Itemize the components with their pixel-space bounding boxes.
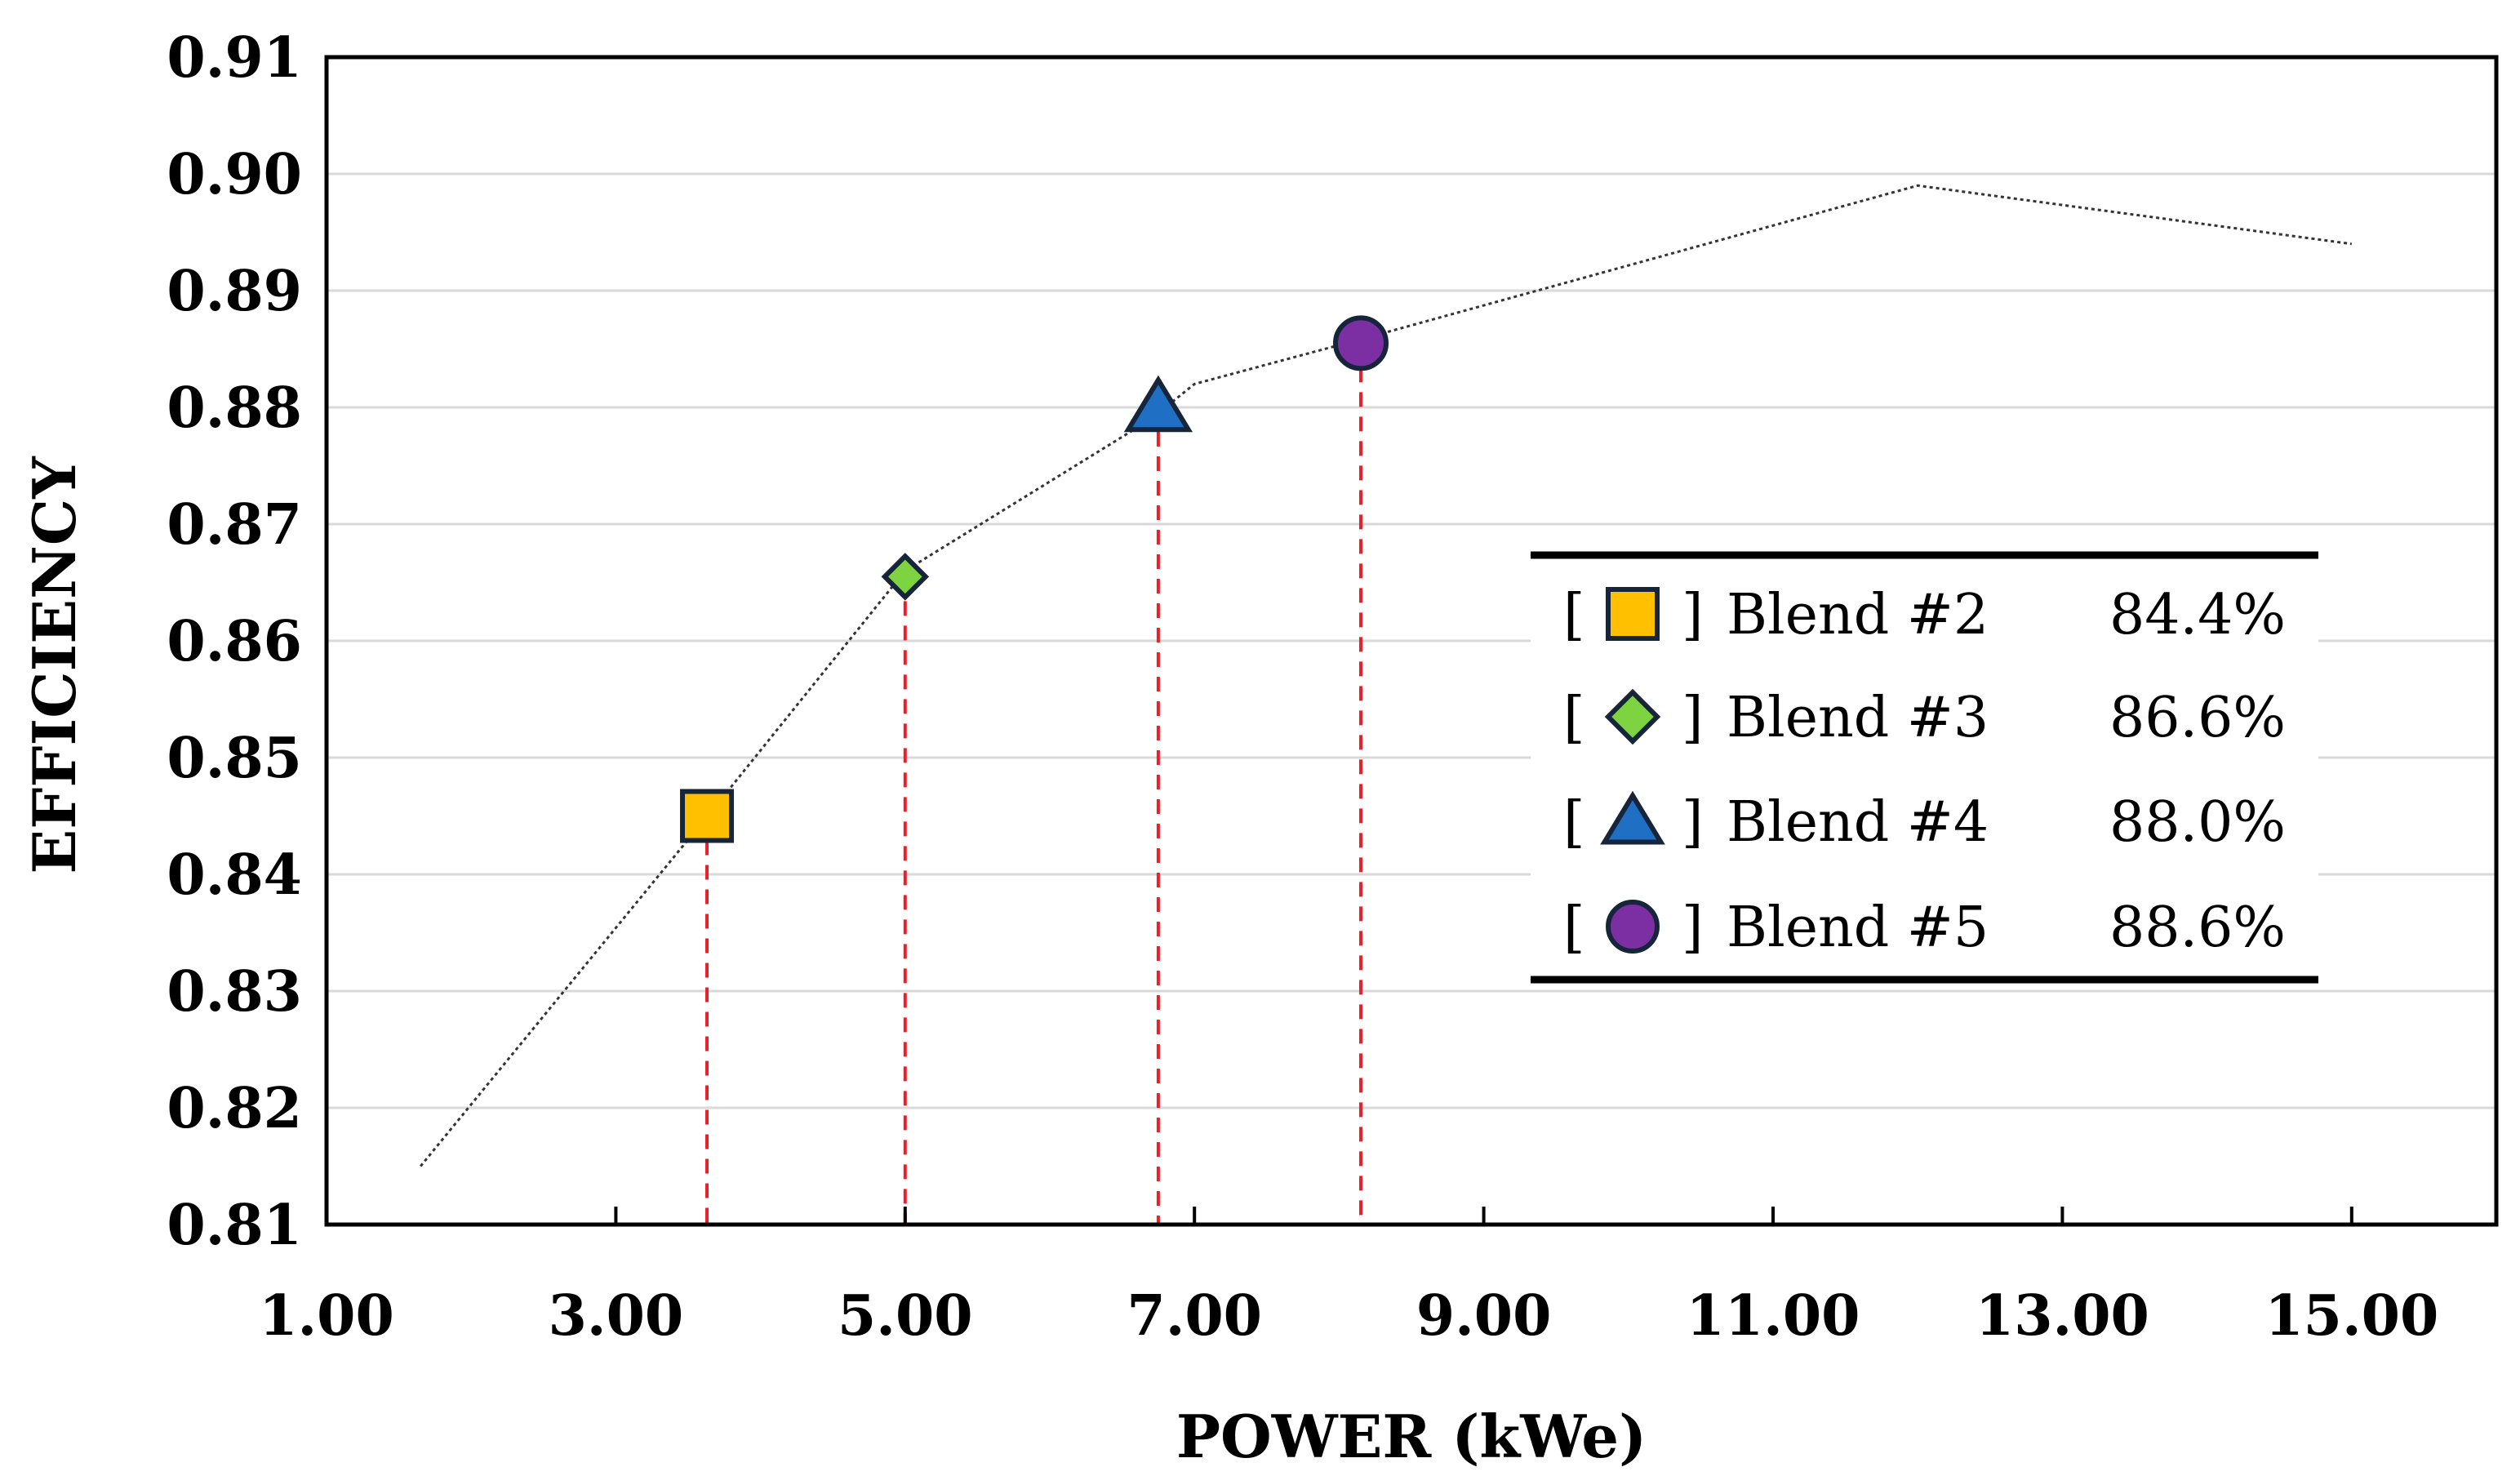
x-tick-label: 5.00 — [838, 1283, 973, 1349]
x-tick-label: 3.00 — [549, 1283, 684, 1349]
droplines — [705, 343, 1362, 1225]
legend-value: 86.6% — [2109, 686, 2286, 750]
y-tick-label: 0.88 — [167, 376, 302, 441]
legend-bracket-close: ] — [1682, 686, 1704, 750]
legend-item: [] Blend #4 88.0% — [1563, 790, 2286, 855]
legend-value: 88.0% — [2109, 790, 2286, 855]
legend-item: [] Blend #2 84.4% — [1563, 583, 2286, 647]
legend-marker-triangle — [1600, 790, 1665, 845]
y-axis-title: EFFICIENCY — [20, 456, 89, 874]
y-tick-label: 0.89 — [167, 259, 302, 324]
y-tick-label: 0.84 — [167, 842, 302, 908]
x-tick-label: 9.00 — [1416, 1283, 1552, 1349]
y-tick-label: 0.87 — [167, 492, 302, 558]
x-tick-label: 7.00 — [1127, 1283, 1262, 1349]
x-axis-ticks: 1.00 3.00 5.00 7.00 9.00 11.00 13.00 15.00 — [259, 1207, 2438, 1349]
y-tick-label: 0.85 — [167, 726, 302, 791]
legend-value: 88.6% — [2109, 896, 2286, 960]
y-tick-label: 0.86 — [167, 609, 302, 674]
legend-bracket-open: [ — [1563, 686, 1585, 750]
y-tick-label: 0.90 — [167, 142, 302, 207]
legend-bracket-close: ] — [1682, 790, 1704, 855]
legend-label: Blend #5 — [1727, 896, 1989, 960]
legend-value: 84.4% — [2109, 583, 2286, 647]
legend-label: Blend #2 — [1727, 583, 1989, 647]
x-tick-label: 1.00 — [259, 1283, 394, 1349]
gridlines — [327, 172, 2496, 1109]
marker-blend-2 — [680, 789, 735, 843]
x-tick-label: 15.00 — [2264, 1283, 2438, 1349]
legend-background — [1531, 555, 2318, 980]
legend-bracket-open: [ — [1563, 790, 1585, 855]
x-tick-label: 13.00 — [1976, 1283, 2149, 1349]
legend-marker-square — [1606, 587, 1660, 641]
marker-blend-5 — [1332, 315, 1389, 371]
legend-bracket-open: [ — [1563, 583, 1585, 647]
legend: [] Blend #2 84.4% [] Blend #3 86.6% [] Blend #4… — [1531, 551, 2318, 984]
y-tick-label: 0.91 — [167, 25, 302, 91]
legend-label: Blend #4 — [1727, 790, 1989, 855]
marker-blend-4 — [1123, 375, 1193, 433]
legend-bracket-close: ] — [1682, 896, 1704, 960]
y-tick-label: 0.81 — [167, 1193, 302, 1258]
legend-item: [] Blend #3 86.6% — [1563, 686, 2286, 750]
data-markers — [680, 315, 1389, 843]
plot-area-frame — [324, 55, 2499, 1227]
x-axis-title: POWER (kWe) — [1176, 1402, 1647, 1471]
y-axis-ticks: 0.81 0.82 0.83 0.84 0.85 0.86 0.87 0.88 0.89 0.90… — [167, 25, 302, 1258]
legend-label: Blend #3 — [1727, 686, 1989, 750]
legend-marker-diamond — [1604, 688, 1661, 745]
legend-bracket-open: [ — [1563, 896, 1585, 960]
legend-marker-circle — [1606, 900, 1660, 954]
y-tick-label: 0.82 — [167, 1076, 302, 1141]
legend-item: [] Blend #5 88.6% — [1563, 896, 2286, 960]
y-tick-label: 0.83 — [167, 959, 302, 1025]
legend-bracket-close: ] — [1682, 583, 1704, 647]
x-tick-label: 11.00 — [1687, 1283, 1860, 1349]
marker-blend-3 — [881, 553, 930, 601]
